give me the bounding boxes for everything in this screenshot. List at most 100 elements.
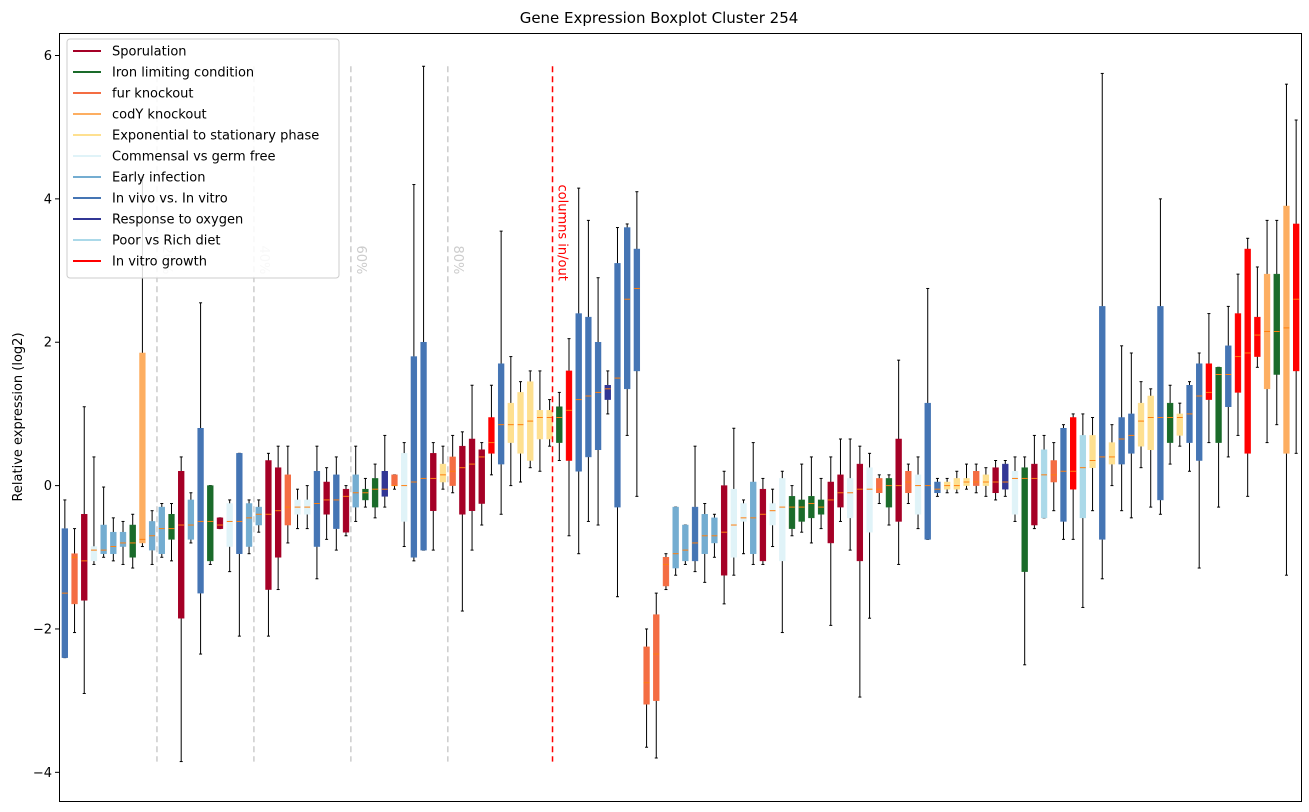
- box-47: [517, 381, 524, 483]
- box-body: [284, 474, 291, 526]
- box-70: [740, 499, 747, 555]
- boxes-layer: [61, 65, 1300, 763]
- box-54: [585, 219, 592, 522]
- box-103: [1060, 424, 1067, 540]
- box-15: [207, 485, 214, 565]
- box-body: [1060, 428, 1067, 522]
- box-body: [1040, 449, 1048, 519]
- box-body: [556, 406, 563, 443]
- box-69: [730, 427, 737, 576]
- box-body: [71, 553, 78, 605]
- box-body: [187, 499, 195, 540]
- box-39: [439, 445, 447, 490]
- box-body: [662, 557, 670, 587]
- box-19: [245, 499, 253, 555]
- box-100: [1031, 434, 1038, 530]
- percentile-label-2: 60%: [353, 245, 368, 274]
- box-body: [1050, 460, 1057, 483]
- box-body: [323, 481, 330, 515]
- box-body: [439, 463, 447, 483]
- box-12: [178, 456, 185, 763]
- box-4: [100, 486, 107, 558]
- box-5: [110, 517, 117, 562]
- legend-entry-10: In vitro growth: [112, 255, 207, 270]
- box-body: [1176, 413, 1183, 436]
- box-119: [1215, 366, 1222, 508]
- box-body: [934, 481, 941, 494]
- box-body: [1099, 306, 1106, 540]
- y-tick-label-5: 6: [44, 49, 52, 64]
- box-87: [905, 463, 912, 505]
- box-body: [178, 471, 185, 619]
- box-body: [585, 316, 592, 458]
- box-14: [197, 302, 204, 655]
- box-99: [1021, 456, 1028, 666]
- box-79: [827, 456, 834, 626]
- box-102: [1050, 442, 1057, 512]
- y-tick-label-0: −4: [33, 766, 52, 781]
- box-body: [759, 488, 767, 562]
- box-25: [304, 485, 311, 530]
- box-body: [236, 453, 243, 554]
- box-body: [1108, 442, 1116, 465]
- percentile-label-3: 80%: [450, 245, 465, 274]
- legend-frame: [66, 38, 340, 279]
- box-body: [362, 488, 369, 501]
- box-96: [992, 460, 999, 501]
- box-20: [255, 499, 262, 533]
- box-body: [517, 392, 524, 454]
- box-32: [371, 463, 379, 519]
- box-body: [856, 463, 864, 562]
- box-67: [711, 513, 718, 558]
- legend-entry-6: Early infection: [112, 171, 205, 186]
- box-57: [614, 227, 621, 598]
- box-body: [1079, 435, 1087, 519]
- box-27: [323, 467, 330, 540]
- box-51: [556, 391, 563, 462]
- box-body: [333, 474, 340, 529]
- box-body: [1215, 367, 1222, 443]
- legend-entry-9: Poor vs Rich diet: [112, 234, 220, 249]
- box-body: [682, 524, 689, 562]
- box-29: [342, 485, 350, 537]
- box-body: [914, 474, 922, 515]
- box-body: [255, 506, 262, 526]
- box-body: [953, 478, 960, 490]
- box-body: [1011, 471, 1019, 515]
- box-85: [885, 474, 893, 526]
- box-49: [536, 370, 544, 472]
- box-body: [876, 478, 883, 494]
- box-body: [110, 531, 117, 554]
- box-28: [333, 456, 340, 551]
- box-body: [1137, 402, 1145, 447]
- box-body: [1089, 435, 1096, 468]
- box-body: [837, 474, 844, 508]
- box-body: [1205, 363, 1213, 400]
- box-body: [720, 485, 728, 576]
- box-body: [1273, 273, 1280, 375]
- box-body: [507, 402, 514, 443]
- box-109: [1118, 345, 1125, 512]
- legend-entry-8: Response to oxygen: [112, 213, 243, 228]
- box-1: [71, 528, 78, 634]
- box-body: [788, 496, 796, 529]
- box-body: [371, 478, 379, 508]
- box-body: [216, 517, 224, 529]
- box-30: [352, 445, 359, 522]
- box-75: [788, 485, 796, 537]
- box-95: [982, 467, 990, 497]
- box-66: [701, 503, 708, 583]
- box-120: [1225, 305, 1232, 458]
- box-body: [391, 474, 398, 486]
- box-body: [1157, 306, 1164, 501]
- box-104: [1070, 413, 1077, 540]
- box-body: [1118, 417, 1125, 465]
- box-26: [313, 445, 321, 580]
- legend-entry-4: Exponential to stationary phase: [112, 129, 319, 144]
- box-82: [856, 445, 864, 698]
- box-58: [624, 223, 631, 436]
- box-body: [245, 503, 253, 547]
- box-35: [401, 442, 408, 548]
- box-17: [226, 499, 233, 573]
- box-body: [1031, 463, 1038, 526]
